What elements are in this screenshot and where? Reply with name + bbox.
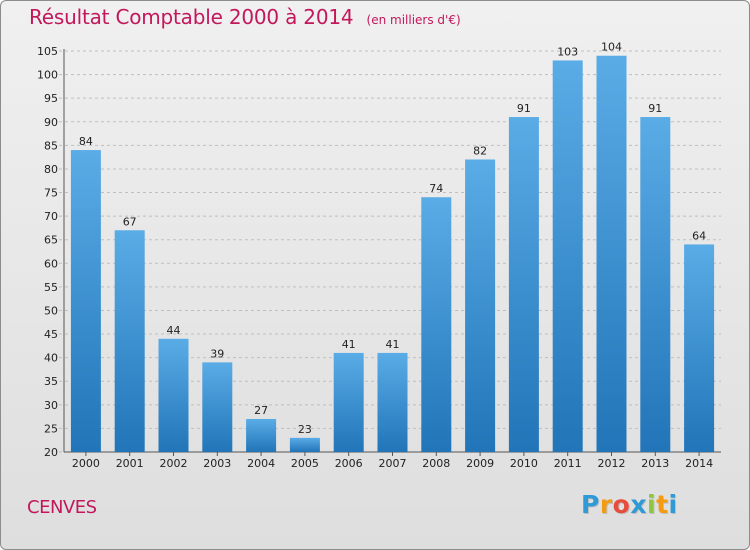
y-tick-label: 40 (44, 352, 58, 365)
bar (246, 418, 277, 452)
bar-value-label: 103 (557, 45, 578, 58)
bar-value-label: 84 (79, 135, 93, 148)
y-tick-label: 65 (44, 234, 58, 247)
x-tick-label: 2006 (335, 457, 363, 470)
proxiti-logo-letter: i (668, 490, 678, 519)
y-tick-label: 50 (44, 304, 58, 317)
bar (421, 197, 452, 452)
y-tick-label: 105 (37, 45, 58, 58)
proxiti-logo-letter: P (581, 490, 600, 519)
x-tick-label: 2005 (291, 457, 319, 470)
chart-title-unit: (en milliers d'€) (366, 13, 461, 27)
y-tick-label: 75 (44, 187, 58, 200)
x-tick-label: 2007 (379, 457, 407, 470)
proxiti-logo-letter: x (630, 490, 647, 519)
bar (114, 230, 145, 452)
y-tick-label: 80 (44, 163, 58, 176)
bar (640, 117, 671, 452)
x-tick-label: 2013 (641, 457, 669, 470)
bar (377, 352, 408, 452)
x-tick-label: 2014 (685, 457, 713, 470)
x-tick-label: 2003 (203, 457, 231, 470)
bar (552, 60, 583, 452)
chart-title-main: Résultat Comptable 2000 à 2014 (29, 5, 354, 29)
bar (465, 159, 496, 452)
y-tick-label: 55 (44, 281, 58, 294)
bar (70, 150, 101, 452)
y-tick-label: 60 (44, 257, 58, 270)
y-tick-label: 90 (44, 116, 58, 129)
x-tick-label: 2008 (422, 457, 450, 470)
bar-value-label: 74 (429, 182, 443, 195)
proxiti-logo-letter: o (612, 490, 631, 519)
y-tick-label: 100 (37, 69, 58, 82)
bar-value-label: 64 (692, 229, 706, 242)
x-tick-label: 2002 (160, 457, 188, 470)
bar-value-label: 67 (123, 215, 137, 228)
bar (158, 338, 189, 452)
proxiti-logo-letter: r (599, 490, 613, 519)
bar-value-label: 23 (298, 423, 312, 436)
x-tick-label: 2001 (116, 457, 144, 470)
y-tick-label: 95 (44, 92, 58, 105)
y-tick-label: 70 (44, 210, 58, 223)
x-tick-label: 2011 (554, 457, 582, 470)
bar-value-label: 104 (601, 41, 622, 54)
x-tick-label: 2010 (510, 457, 538, 470)
bar-value-label: 82 (473, 145, 487, 158)
proxiti-logo-letter: t (656, 490, 669, 519)
x-tick-label: 2012 (598, 457, 626, 470)
x-tick-label: 2004 (247, 457, 275, 470)
bar-value-label: 41 (342, 338, 356, 351)
proxiti-logo-letter: i (647, 490, 657, 519)
y-tick-label: 45 (44, 328, 58, 341)
x-tick-label: 2000 (72, 457, 100, 470)
bar-value-label: 27 (254, 404, 268, 417)
commune-name: CENVES (27, 497, 97, 518)
y-tick-label: 20 (44, 446, 58, 459)
proxiti-logo: Proxiti (581, 490, 678, 519)
bar-value-label: 91 (648, 102, 662, 115)
x-tick-label: 2009 (466, 457, 494, 470)
bar (508, 117, 539, 452)
bar-value-label: 44 (167, 324, 181, 337)
bar (596, 55, 627, 452)
bar-value-label: 91 (517, 102, 531, 115)
bar (684, 244, 715, 452)
bar-value-label: 39 (210, 347, 224, 360)
chart-title: Résultat Comptable 2000 à 2014 (en milli… (29, 5, 461, 29)
bar (202, 362, 233, 452)
y-tick-label: 25 (44, 422, 58, 435)
y-tick-label: 30 (44, 399, 58, 412)
bar-value-label: 41 (386, 338, 400, 351)
y-tick-label: 85 (44, 139, 58, 152)
bar (289, 437, 320, 452)
y-tick-label: 35 (44, 375, 58, 388)
bar (333, 352, 364, 452)
